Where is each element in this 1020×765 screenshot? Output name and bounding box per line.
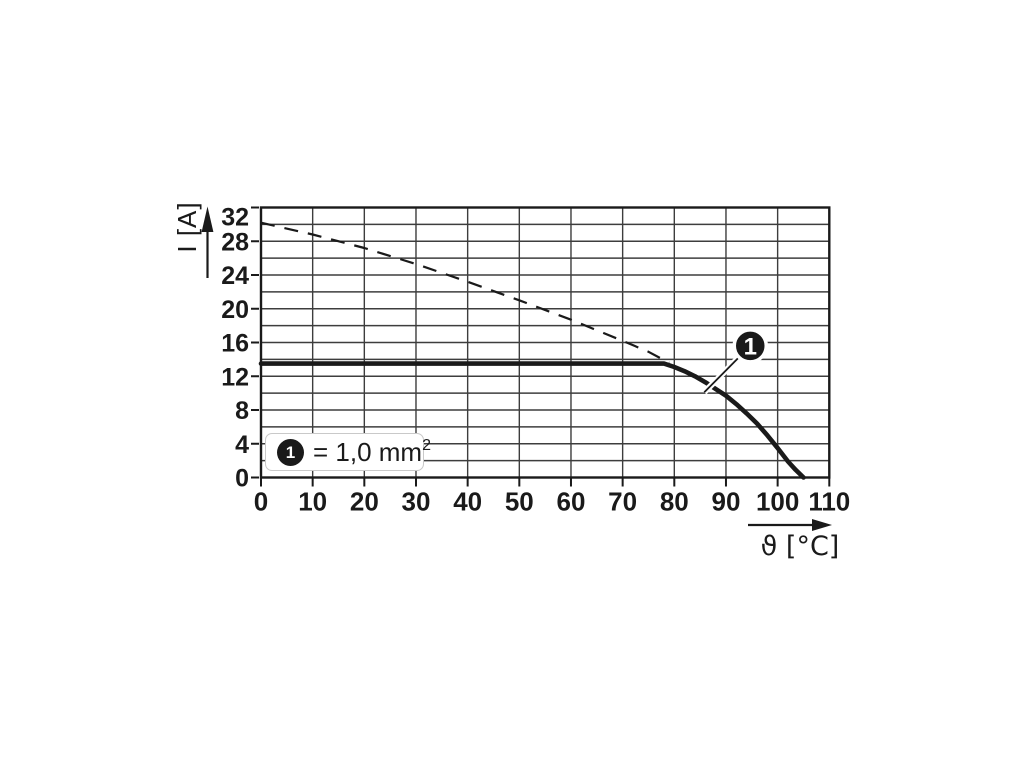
y-axis-title: I [A] bbox=[162, 173, 212, 281]
x-tick-label-70: 70 bbox=[608, 487, 637, 517]
y-axis-arrow-head-icon bbox=[201, 206, 214, 232]
x-tick-label-0: 0 bbox=[254, 487, 268, 517]
series-curve-1-load-current bbox=[258, 361, 806, 480]
y-tick-label-12: 12 bbox=[221, 363, 249, 391]
callout-circle-icon bbox=[732, 328, 769, 364]
y-tick-label-32: 32 bbox=[221, 204, 249, 232]
x-tick-label-40: 40 bbox=[453, 487, 482, 517]
x-tick-label-110: 110 bbox=[808, 487, 850, 517]
x-axis-title-text: ϑ [°C] bbox=[760, 531, 840, 562]
y-tick-label-0: 0 bbox=[235, 465, 249, 493]
x-tick-label-100: 100 bbox=[756, 487, 799, 517]
legend-text-value: = 1,0 mm bbox=[313, 437, 423, 467]
x-tick-label-50: 50 bbox=[505, 487, 534, 517]
x-tick-label-30: 30 bbox=[402, 487, 431, 517]
x-axis-arrow-head-icon bbox=[812, 519, 832, 531]
x-tick-label-10: 10 bbox=[298, 487, 327, 517]
x-tick-label-20: 20 bbox=[350, 487, 379, 517]
series-reference-limit-dashed bbox=[260, 221, 670, 364]
y-tick-label-20: 20 bbox=[221, 296, 249, 324]
y-tick-label-4: 4 bbox=[235, 431, 249, 459]
legend: 1 = 1,0 mm2 bbox=[265, 433, 431, 471]
y-tick-label-8: 8 bbox=[235, 397, 249, 425]
x-tick-label-80: 80 bbox=[660, 487, 689, 517]
plot-border bbox=[259, 206, 831, 479]
legend-text-superscript: 2 bbox=[422, 437, 431, 454]
y-tick-label-24: 24 bbox=[221, 262, 249, 290]
legend-marker-circle-icon: 1 bbox=[277, 438, 304, 466]
legend-text: = 1,0 mm2 bbox=[313, 437, 431, 467]
callout-label: 1 bbox=[744, 333, 757, 360]
x-tick-label-60: 60 bbox=[557, 487, 586, 517]
y-tick-label-28: 28 bbox=[221, 228, 249, 256]
x-tick-label-90: 90 bbox=[712, 487, 741, 517]
x-axis-title: ϑ [°C] bbox=[738, 531, 862, 562]
y-tick-label-16: 16 bbox=[221, 330, 249, 358]
y-axis-title-text: I [A] bbox=[171, 201, 202, 253]
